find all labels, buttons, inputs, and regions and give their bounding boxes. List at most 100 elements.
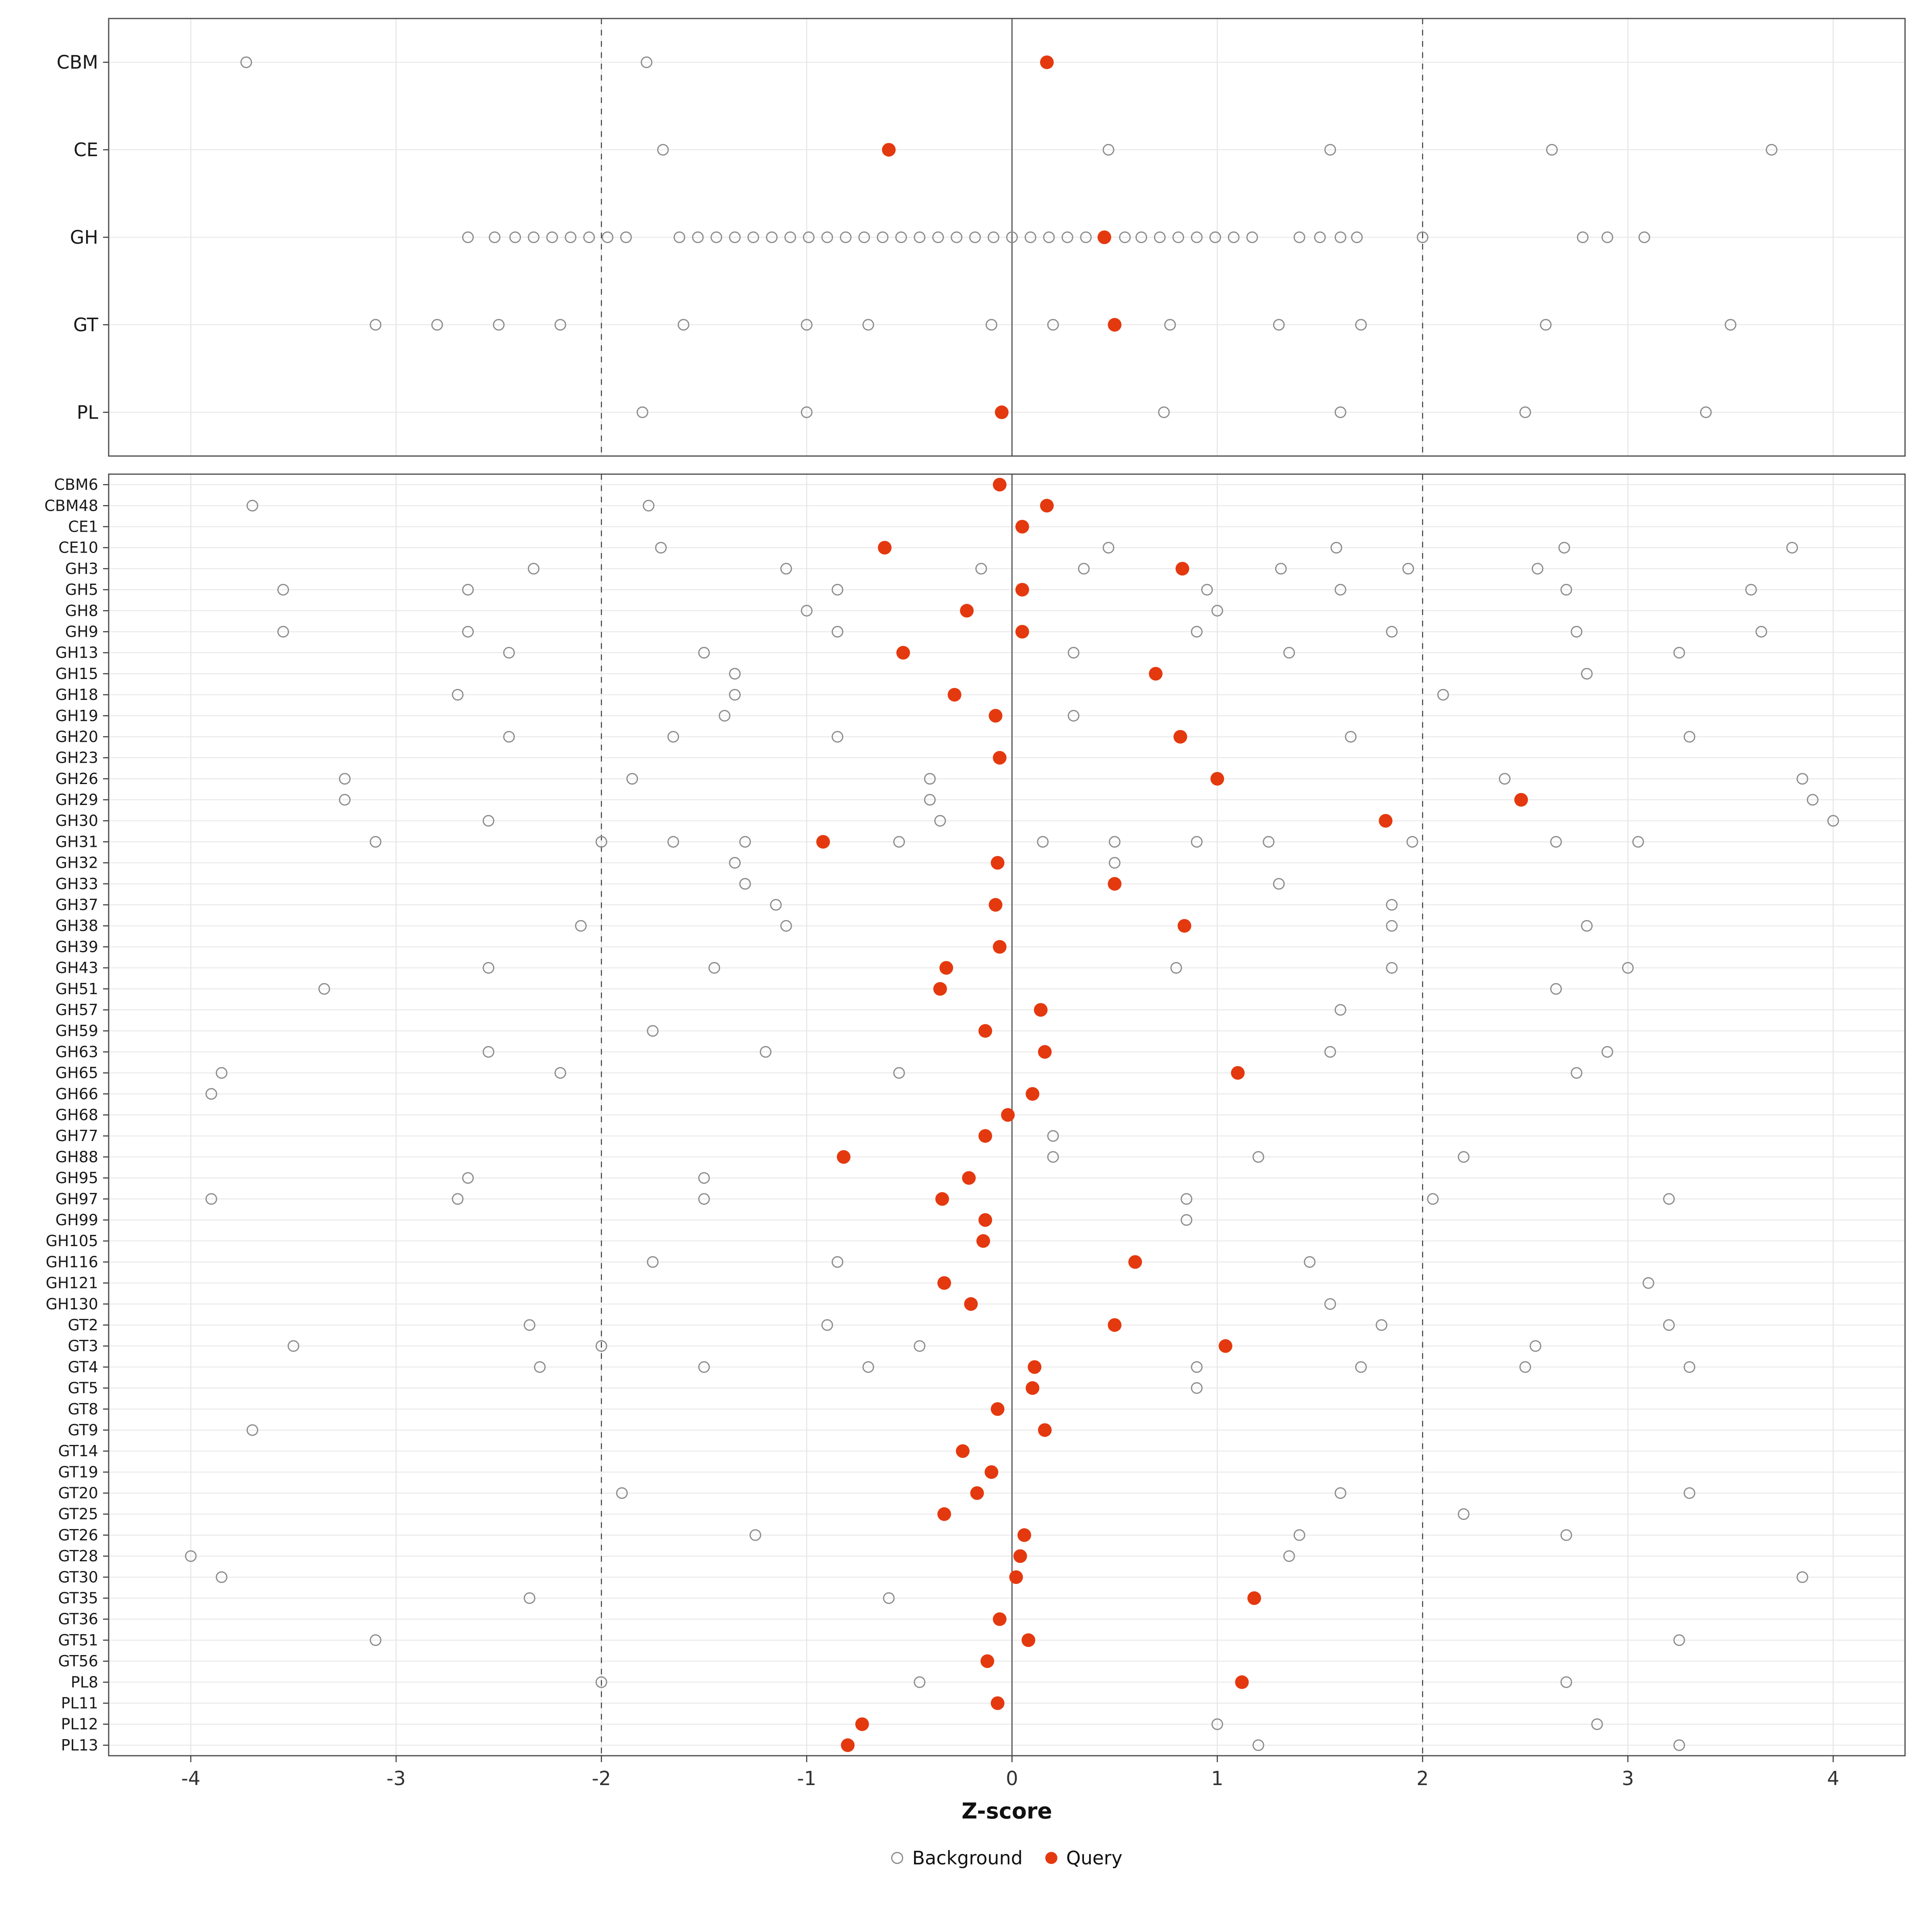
background-point xyxy=(369,836,382,848)
background-point xyxy=(1581,668,1593,680)
background-point xyxy=(1273,319,1285,331)
query-point xyxy=(993,751,1007,765)
query-point xyxy=(935,1192,949,1206)
query-point xyxy=(939,961,954,975)
query-point xyxy=(1175,561,1189,576)
y-axis-label: CBM6 xyxy=(54,476,98,493)
background-point xyxy=(452,1193,464,1205)
background-point xyxy=(1263,836,1275,848)
query-legend-icon xyxy=(1045,1852,1057,1864)
background-point xyxy=(369,1634,382,1646)
y-axis-label: GH15 xyxy=(56,665,98,683)
background-point xyxy=(647,1256,659,1268)
x-tick-label: 0 xyxy=(1006,1767,1018,1790)
background-point xyxy=(1591,1718,1603,1730)
background-point xyxy=(932,231,944,243)
background-point xyxy=(1047,319,1059,331)
background-point xyxy=(1642,1277,1654,1289)
query-point xyxy=(976,1234,990,1248)
background-point xyxy=(832,625,844,638)
y-axis-label: GT14 xyxy=(58,1442,98,1460)
background-point xyxy=(1024,231,1036,243)
background-point xyxy=(1334,584,1346,596)
y-axis-label: GT5 xyxy=(68,1379,98,1397)
background-point xyxy=(840,231,852,243)
y-axis-label: GT9 xyxy=(68,1421,98,1439)
background-point xyxy=(801,406,813,418)
background-point xyxy=(1108,836,1121,848)
background-point xyxy=(1006,231,1018,243)
y-axis-label: GT xyxy=(73,314,99,336)
background-point xyxy=(1334,1487,1346,1499)
background-point xyxy=(766,231,778,243)
background-point xyxy=(821,1319,833,1331)
y-axis-label: GH88 xyxy=(56,1148,98,1166)
background-point xyxy=(1037,836,1049,848)
y-axis-label: GH29 xyxy=(56,791,98,809)
background-point xyxy=(780,920,792,932)
y-axis-label: GH121 xyxy=(45,1274,98,1292)
background-point xyxy=(1191,231,1203,243)
x-axis: -4 -3 -2 -1 0 1 2 3 4 xyxy=(181,1756,1839,1790)
query-point xyxy=(985,1465,999,1479)
background-point xyxy=(975,563,987,575)
y-axis-label: CE1 xyxy=(68,518,98,535)
y-axis-label: CBM xyxy=(57,52,98,73)
background-point xyxy=(914,231,926,243)
background-point xyxy=(524,1319,536,1331)
background-point xyxy=(832,584,844,596)
query-point xyxy=(1001,1108,1015,1122)
background-point xyxy=(483,1046,495,1058)
background-point xyxy=(1386,899,1398,911)
background-point xyxy=(1158,406,1170,418)
background-point xyxy=(1550,836,1562,848)
background-point xyxy=(698,647,710,659)
background-point xyxy=(862,1361,874,1373)
query-point xyxy=(956,1444,970,1458)
background-point xyxy=(739,878,751,890)
y-axis-label: GH39 xyxy=(56,938,98,956)
query-point xyxy=(989,709,1003,723)
background-point xyxy=(1581,920,1593,932)
background-point xyxy=(1532,563,1544,575)
background-point xyxy=(339,794,351,806)
background-point xyxy=(462,231,474,243)
background-point xyxy=(739,836,751,848)
background-point xyxy=(1047,1151,1059,1163)
background-point xyxy=(1273,878,1285,890)
background-point xyxy=(1550,983,1562,995)
background-point xyxy=(595,1676,607,1688)
x-axis-title: Z-score xyxy=(961,1798,1053,1824)
y-axis-label: CE10 xyxy=(58,539,98,557)
query-point xyxy=(1177,919,1191,933)
background-point xyxy=(246,500,258,512)
query-point xyxy=(1108,1318,1122,1332)
background-point xyxy=(1334,406,1346,418)
background-point xyxy=(729,689,741,701)
background-point xyxy=(667,836,679,848)
background-point xyxy=(821,231,833,243)
x-tick-label: 4 xyxy=(1827,1767,1839,1790)
background-point xyxy=(1386,920,1398,932)
query-point xyxy=(1015,583,1029,597)
query-point xyxy=(1009,1570,1023,1584)
query-point xyxy=(1097,230,1111,244)
background-point xyxy=(1386,962,1398,974)
background-point xyxy=(216,1067,228,1079)
background-point xyxy=(1745,584,1757,596)
background-point xyxy=(924,773,936,785)
background-point xyxy=(1560,584,1572,596)
background-point xyxy=(832,731,844,743)
y-axis-label: GH3 xyxy=(65,560,98,578)
query-point xyxy=(993,940,1007,954)
background-point xyxy=(710,231,722,243)
query-point xyxy=(980,1654,995,1668)
background-point xyxy=(914,1676,926,1688)
query-point xyxy=(1028,1360,1042,1374)
background-point xyxy=(1283,647,1295,659)
query-point xyxy=(837,1150,851,1164)
background-point xyxy=(546,231,558,243)
background-point xyxy=(698,1172,710,1184)
background-point xyxy=(554,319,566,331)
background-point xyxy=(862,319,874,331)
